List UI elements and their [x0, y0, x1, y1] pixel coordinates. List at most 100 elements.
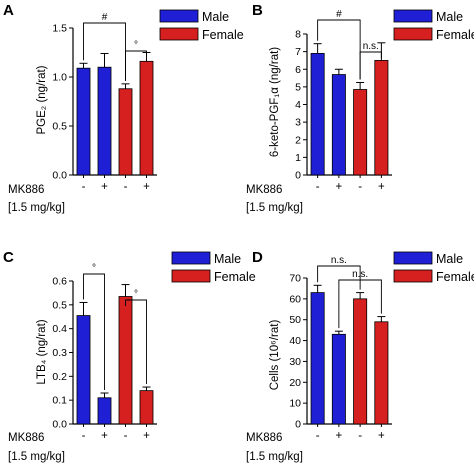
y-tick-label: 3: [295, 117, 301, 129]
significance-label: °: [134, 40, 138, 51]
bar: [76, 67, 91, 176]
bar: [310, 52, 325, 176]
mk886-label: MK886: [246, 184, 282, 196]
bar: [97, 397, 112, 425]
significance-bracket: [338, 279, 382, 329]
y-tick-label: 6: [295, 64, 301, 76]
y-tick-label: 10: [289, 398, 301, 410]
legend-swatch-female: [171, 269, 211, 283]
bar: [76, 315, 91, 425]
bar: [139, 390, 154, 425]
y-tick-label: 1.0: [52, 72, 67, 84]
y-axis-label: LTB₄ (ng/rat): [36, 319, 48, 384]
y-tick-label: 8: [295, 29, 301, 41]
significance-bracket: [125, 50, 147, 81]
mk886-level-label: -: [82, 181, 86, 193]
legend: Male Female: [393, 9, 474, 42]
significance-bracket: [125, 299, 147, 385]
panel-letter: D: [252, 249, 263, 266]
y-tick-label: 0.6: [52, 276, 67, 288]
legend-label-female: Female: [436, 28, 474, 42]
mk886-level-label: +: [101, 181, 108, 193]
significance-bracket: [83, 273, 105, 391]
panel-a: A PGE₂ (ng/rat) 0.0 0.5 1.0 1.5 - + - + MK886 [1.5 …: [3, 2, 244, 214]
y-tick-label: 0: [295, 170, 301, 182]
y-tick-label: 0.3: [52, 347, 67, 359]
y-axis-label: PGE₂ (ng/rat): [36, 65, 48, 134]
y-tick-label: 0.2: [52, 371, 67, 383]
y-tick-label: 2: [295, 134, 301, 146]
mk886-dose-label: [1.5 mg/kg]: [8, 202, 65, 214]
y-tick-label: 0.5: [52, 121, 67, 133]
significance-label: °: [134, 289, 138, 300]
y-tick-label: 5: [295, 81, 301, 93]
legend-swatch-male: [393, 9, 433, 23]
legend-label-female: Female: [436, 270, 474, 284]
y-tick-label: 7: [295, 46, 301, 58]
mk886-dose-label: [1.5 mg/kg]: [246, 451, 303, 463]
mk886-level-label: +: [336, 430, 343, 442]
significance-label: °: [92, 263, 96, 274]
legend: Male Female: [393, 251, 474, 284]
legend-label-female: Female: [202, 28, 244, 42]
y-tick-label: 40: [289, 335, 301, 347]
legend: Male Female: [159, 9, 244, 42]
mk886-level-label: +: [378, 181, 385, 193]
legend-label-male: Male: [436, 10, 463, 24]
mk886-level-label: -: [124, 181, 128, 193]
significance-bracket: [317, 265, 361, 290]
legend-swatch-male: [159, 9, 199, 23]
bar: [353, 298, 368, 425]
y-tick-label: 0.0: [52, 419, 67, 431]
significance-label: n.s.: [331, 255, 347, 266]
y-tick-label: 70: [289, 273, 301, 285]
bar: [353, 89, 368, 176]
legend-label-male: Male: [436, 252, 463, 266]
y-tick-label: 50: [289, 314, 301, 326]
bar: [374, 60, 389, 176]
y-axis-label: Cells (10⁶/rat): [269, 320, 281, 391]
mk886-level-label: -: [358, 181, 362, 193]
legend-label-male: Male: [214, 252, 241, 266]
y-tick-label: 1.5: [52, 23, 67, 35]
y-tick-label: 0.4: [52, 323, 67, 335]
significance-label: #: [102, 12, 108, 23]
legend-swatch-male: [171, 251, 211, 265]
y-tick-label: 60: [289, 293, 301, 305]
mk886-dose-label: [1.5 mg/kg]: [8, 451, 65, 463]
legend-label-male: Male: [202, 10, 229, 24]
y-tick-label: 1: [295, 152, 301, 164]
legend-label-female: Female: [214, 270, 256, 284]
bar: [97, 66, 112, 176]
y-axis-label: 6-keto-PGF₁α (ng/rat): [269, 47, 281, 157]
significance-bracket: [359, 51, 382, 80]
bar: [331, 74, 346, 176]
bar: [331, 333, 346, 425]
panel-d: D Cells (10⁶/rat) 0 10 20 30 40 50 60 70 - + - + MK886…: [246, 249, 474, 463]
panel-letter: A: [3, 2, 14, 19]
mk886-level-label: +: [143, 430, 150, 442]
y-tick-label: 20: [289, 377, 301, 389]
y-tick-label: 0.1: [52, 395, 67, 407]
mk886-level-label: +: [336, 181, 343, 193]
mk886-level-label: -: [82, 430, 86, 442]
bar: [118, 88, 133, 176]
mk886-label: MK886: [8, 432, 44, 444]
bar: [374, 321, 389, 425]
legend-swatch-female: [393, 27, 433, 41]
y-tick-label: 0: [295, 419, 301, 431]
panel-letter: C: [3, 249, 14, 266]
significance-label: n.s.: [363, 41, 379, 52]
legend-swatch-female: [159, 27, 199, 41]
significance-label: n.s.: [352, 269, 368, 280]
mk886-level-label: -: [316, 181, 320, 193]
mk886-label: MK886: [246, 432, 282, 444]
panel-b: B 6-keto-PGF₁α (ng/rat) 0 1 2 3 4 5 6 7 8 - + - + MK886…: [246, 2, 474, 214]
mk886-level-label: -: [316, 430, 320, 442]
mk886-label: MK886: [8, 184, 44, 196]
y-tick-label: 0.5: [52, 299, 67, 311]
mk886-dose-label: [1.5 mg/kg]: [246, 202, 303, 214]
y-tick-label: 30: [289, 356, 301, 368]
y-tick-label: 0.0: [52, 170, 67, 182]
